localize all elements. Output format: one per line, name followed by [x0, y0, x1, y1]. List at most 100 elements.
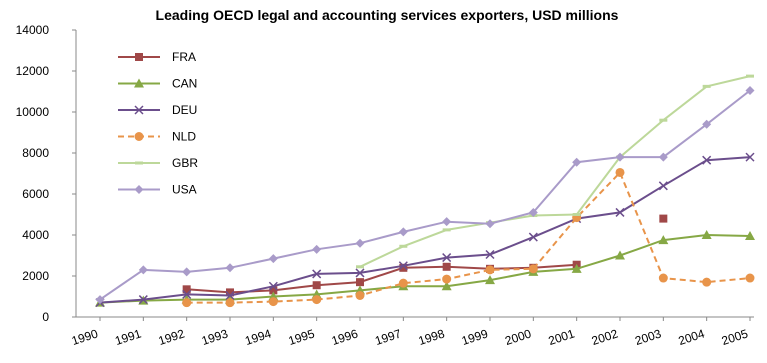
data-point-nld — [312, 295, 322, 305]
data-point-can — [658, 235, 669, 245]
data-point-gbr — [442, 228, 451, 232]
data-point-deu — [442, 253, 452, 263]
data-point-usa — [615, 152, 625, 162]
data-point-deu — [182, 289, 192, 299]
data-point-can — [571, 263, 582, 273]
data-point-usa — [138, 265, 148, 275]
data-point-nld — [615, 167, 625, 177]
data-point-usa — [702, 119, 712, 129]
data-point-can — [745, 231, 755, 241]
x-tick-label: 2000 — [503, 326, 533, 348]
series-layer — [95, 74, 755, 308]
chart-title: Leading OECD legal and accounting servic… — [156, 7, 619, 23]
x-tick-label: 2002 — [590, 326, 620, 348]
legend-marker — [134, 105, 144, 115]
data-point-nld — [442, 274, 452, 284]
x-tick-label: 2005 — [720, 326, 750, 348]
data-point-can — [441, 281, 452, 291]
data-point-deu — [745, 152, 755, 162]
data-point-nld — [398, 278, 408, 288]
data-point-fra — [659, 214, 668, 223]
y-tick-label: 0 — [42, 310, 49, 324]
data-point-usa — [268, 254, 278, 264]
data-point-nld — [182, 298, 192, 308]
data-point-nld — [225, 298, 235, 308]
data-point-deu — [702, 155, 712, 165]
data-point-deu — [355, 268, 365, 278]
legend-label: FRA — [172, 50, 196, 64]
data-point-nld — [658, 273, 668, 283]
data-point-gbr — [399, 244, 408, 248]
data-point-deu — [268, 281, 278, 291]
data-point-can — [485, 275, 495, 285]
legend-item-can: CAN — [118, 77, 197, 91]
legend-marker — [135, 161, 143, 165]
data-point-usa — [442, 217, 452, 227]
data-point-fra — [182, 285, 191, 294]
y-tick-label: 2000 — [22, 269, 49, 283]
data-point-deu — [225, 290, 235, 301]
data-point-deu — [398, 261, 408, 271]
data-point-gbr — [702, 84, 711, 88]
legend: FRA CAN DEU NLD GBR USA — [118, 50, 198, 197]
legend-item-usa: USA — [118, 183, 197, 197]
x-tick-label: 1996 — [330, 326, 360, 348]
data-point-deu — [312, 269, 322, 279]
y-tick-label: 6000 — [22, 187, 49, 201]
legend-marker — [134, 185, 144, 194]
axes: 0 2000 4000 6000 8000 10000 12000 14000 1990 1991… — [16, 23, 754, 348]
x-tick-label: 2003 — [633, 326, 663, 348]
series-usa — [95, 85, 755, 305]
data-point-deu — [138, 295, 148, 305]
series-line-nld — [186, 170, 751, 304]
legend-label: NLD — [172, 130, 196, 144]
x-tick-label: 1992 — [157, 326, 187, 348]
y-tick-label: 8000 — [22, 146, 49, 160]
legend-label: DEU — [172, 103, 197, 117]
y-tick-label: 4000 — [22, 228, 49, 242]
data-point-deu — [485, 249, 495, 260]
x-tick-label: 1991 — [113, 326, 143, 348]
legend-item-deu: DEU — [118, 103, 197, 117]
x-tick-label: 2001 — [547, 326, 577, 348]
x-tick-label: 1993 — [200, 326, 230, 348]
data-point-gbr — [746, 74, 754, 78]
data-point-nld — [268, 297, 278, 307]
legend-item-gbr: GBR — [118, 156, 198, 170]
data-point-nld — [702, 277, 712, 287]
data-point-deu — [615, 207, 625, 217]
y-tick-label: 14000 — [16, 23, 50, 37]
legend-label: GBR — [172, 156, 198, 170]
y-tick-label: 12000 — [16, 64, 50, 78]
data-point-nld — [485, 265, 495, 275]
data-point-usa — [312, 244, 322, 254]
data-point-nld — [745, 273, 755, 283]
x-tick-label: 1997 — [373, 326, 403, 348]
series-line-gbr — [359, 75, 751, 268]
data-point-usa — [745, 85, 755, 95]
data-point-usa — [225, 263, 235, 273]
legend-label: USA — [172, 183, 197, 197]
data-point-usa — [398, 227, 408, 237]
data-point-fra — [312, 281, 321, 290]
data-point-can — [615, 250, 625, 260]
data-point-usa — [658, 152, 668, 162]
data-point-gbr — [356, 265, 364, 269]
data-point-usa — [355, 238, 365, 248]
data-point-gbr — [659, 118, 668, 122]
legend-marker — [135, 53, 143, 61]
series-gbr — [356, 74, 754, 269]
series-line-usa — [99, 89, 751, 301]
x-tick-label: 1998 — [417, 326, 447, 348]
x-tick-label: 2004 — [677, 326, 707, 348]
data-point-fra — [226, 288, 234, 297]
series-deu — [95, 152, 755, 308]
x-tick-label: 1999 — [460, 326, 490, 348]
data-point-nld — [528, 264, 538, 274]
data-point-usa — [572, 157, 582, 167]
series-line-can — [99, 233, 751, 304]
data-point-usa — [528, 207, 538, 217]
data-point-usa — [182, 267, 192, 277]
